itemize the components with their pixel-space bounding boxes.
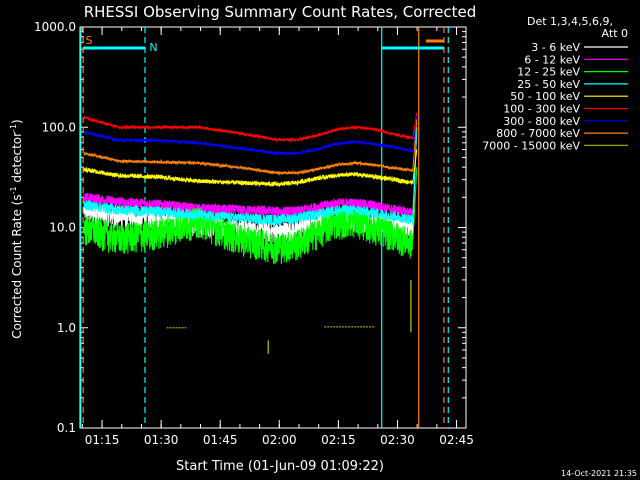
series-trace [83,115,418,157]
x-tick-label: 02:45 [439,433,474,447]
saa-flag-label: S [86,34,93,47]
legend-label: 50 - 100 keV [510,90,580,103]
series-trace [83,127,418,218]
legend-header-line2: Att 0 [602,27,628,40]
series-trace [83,119,418,176]
y-axis-label-end: ) [10,119,24,124]
legend-label: 12 - 25 keV [517,66,580,79]
legend-label: 3 - 6 keV [531,41,580,54]
plot-layer: 0.1 1.0 10.0 100.0 1000.0 01:15 01:30 01:45 02:0… [34,20,628,447]
x-axis-label: Start Time (01-Jun-09 01:09:22) [176,459,384,474]
y-axis-label-sup1: -1 [9,186,18,194]
chart-title: RHESSI Observing Summary Count Rates, Co… [84,3,477,21]
legend-label: 800 - 7000 keV [496,127,580,140]
x-tick-label: 01:45 [203,433,238,447]
legend-label: 7000 - 15000 keV [482,139,580,152]
x-tick-label: 01:15 [85,433,120,447]
x-tick-label: 02:30 [380,433,415,447]
series-trace [83,167,418,265]
y-axis-label-mid: detector [10,132,24,187]
footer-date: 14-Oct-2021 21:35 [561,469,637,478]
y-tick-label: 10.0 [49,221,76,235]
series-trace [83,127,418,226]
y-axis-label: Corrected Count Rate (s-1 detector-1) [9,119,24,338]
y-tick-label: 1000.0 [34,20,76,34]
series-trace [83,112,418,143]
x-tick-label: 01:30 [144,433,179,447]
legend-label: 100 - 300 keV [503,103,580,116]
y-tick-label: 100.0 [42,120,76,134]
legend-label: 6 - 12 keV [524,53,580,66]
y-axis-label-main: Corrected Count Rate (s [10,194,24,338]
night-flag-label: N [149,41,157,54]
series-trace [83,149,418,188]
y-tick-label: 0.1 [57,421,76,435]
y-axis-label-sup2: -1 [9,124,18,132]
y-tick-label: 1.0 [57,321,76,335]
legend-label: 300 - 800 keV [503,115,580,128]
x-tick-label: 02:00 [262,433,297,447]
legend-label: 25 - 50 keV [517,78,580,91]
legend-header-line1: Det 1,3,4,5,6,9, [527,15,613,28]
x-tick-label: 02:15 [321,433,356,447]
